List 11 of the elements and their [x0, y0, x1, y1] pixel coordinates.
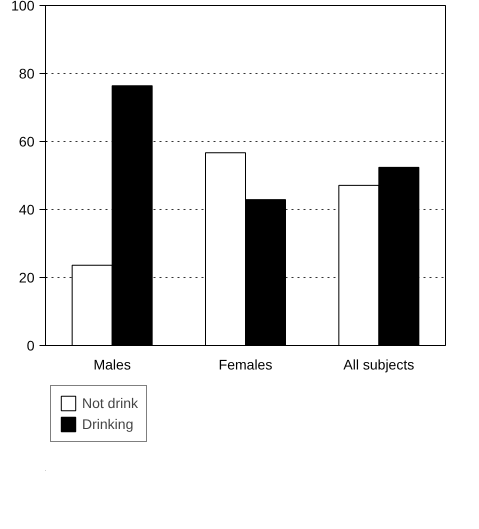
y-tick-label: 20: [18, 270, 35, 286]
legend-label: Not drink: [82, 395, 138, 411]
y-tick-label: 60: [18, 134, 35, 150]
x-tick-label: All subjects: [343, 356, 414, 372]
legend-label: Drinking: [82, 416, 134, 432]
x-tick-label: Females: [218, 356, 272, 372]
y-tick-label: 100: [11, 0, 35, 14]
y-tick-label: 80: [18, 66, 35, 82]
y-tick-label: 0: [26, 338, 35, 354]
x-tick-label: Males: [93, 356, 131, 372]
y-tick-label: 40: [18, 202, 35, 218]
